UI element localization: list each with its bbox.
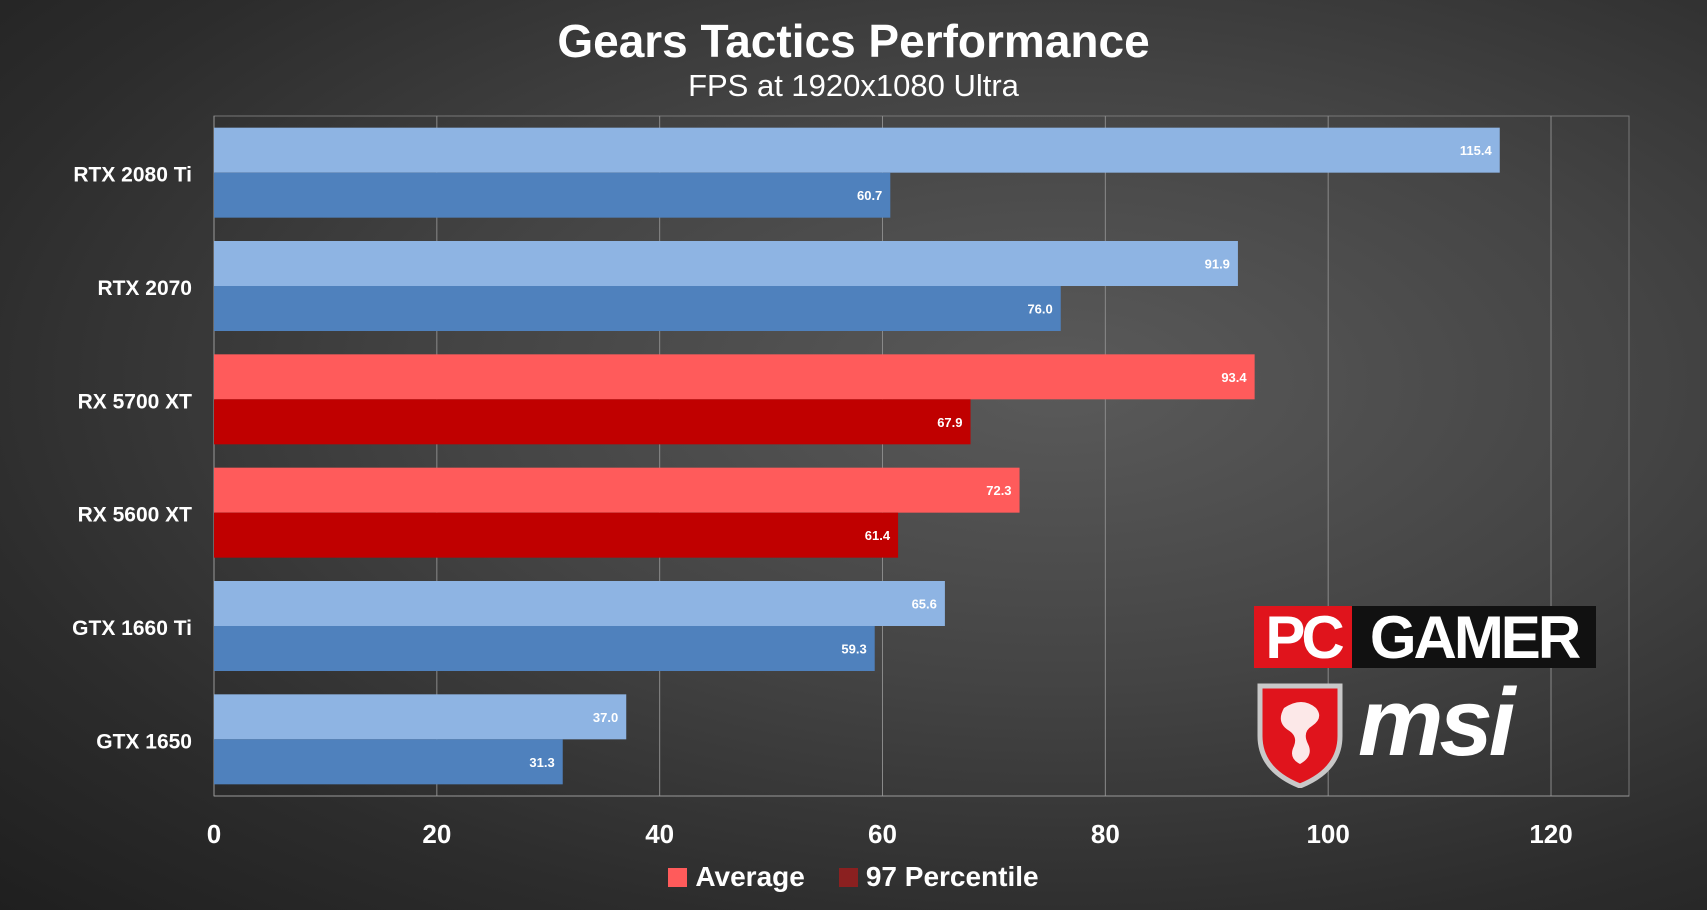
chart-title: Gears Tactics Performance [557,15,1150,67]
pc-gamer-logo: PC GAMER [1254,603,1596,671]
y-category-label: RX 5600 XT [78,504,193,527]
y-category-label: GTX 1660 Ti [72,617,192,640]
bar-data-label: 91.9 [1205,257,1230,272]
bar-data-label: 59.3 [841,642,866,657]
bar-data-label: 93.4 [1221,370,1247,385]
bar-average [214,581,945,626]
legend-swatch-average [668,867,688,887]
msi-dragon-shield-icon [1257,683,1343,788]
legend: Average 97 Percentile [0,861,1707,893]
pc-gamer-logo-gamer: GAMER [1369,603,1581,671]
bar-data-label: 115.4 [1460,143,1493,158]
x-tick-label: 0 [207,819,221,849]
y-category-label: RTX 2070 [97,277,192,300]
x-tick-label: 120 [1529,819,1572,849]
legend-label-percentile: 97 Percentile [865,861,1039,892]
bar-average [214,467,1020,513]
bar-data-label: 72.3 [986,483,1011,498]
y-category-label: RX 5700 XT [78,390,193,413]
bar-97-percentile [214,172,891,218]
bar-data-label: 61.4 [865,528,891,543]
x-tick-label: 20 [422,819,451,849]
bar-average [214,354,1255,400]
msi-logo: msi [1358,669,1515,776]
bar-97-percentile [214,626,875,671]
bar-average [214,694,627,740]
bar-average [214,241,1238,286]
pc-gamer-logo-pc: PC [1254,604,1352,671]
bar-data-label: 37.0 [593,710,618,725]
bar-chart: 0 20 40 60 80 100 120 RTX 2080 Ti 115.4 60.7 RTX 2… [72,115,1630,849]
chart-subtitle: FPS at 1920x1080 Ultra [688,68,1019,103]
x-tick-label: 80 [1091,819,1120,849]
y-category-label: GTX 1650 [96,730,192,753]
legend-item-percentile: 97 Percentile [838,861,1039,893]
bar-97-percentile [214,286,1061,331]
legend-item-average: Average [668,861,805,893]
x-tick-label: 100 [1306,819,1349,849]
bar-data-label: 65.6 [912,597,937,612]
x-tick-label: 60 [868,819,897,849]
bar-data-label: 76.0 [1027,302,1052,317]
bar-97-percentile [214,512,899,558]
legend-swatch-percentile [838,867,858,887]
bar-97-percentile [214,399,971,445]
bar-average [214,127,1500,173]
y-category-label: RTX 2080 Ti [73,164,192,187]
bar-data-label: 67.9 [937,415,962,430]
x-tick-label: 40 [645,819,674,849]
bar-97-percentile [214,739,563,785]
bar-data-label: 60.7 [857,188,882,203]
bar-data-label: 31.3 [529,755,554,770]
legend-label-average: Average [695,861,805,892]
